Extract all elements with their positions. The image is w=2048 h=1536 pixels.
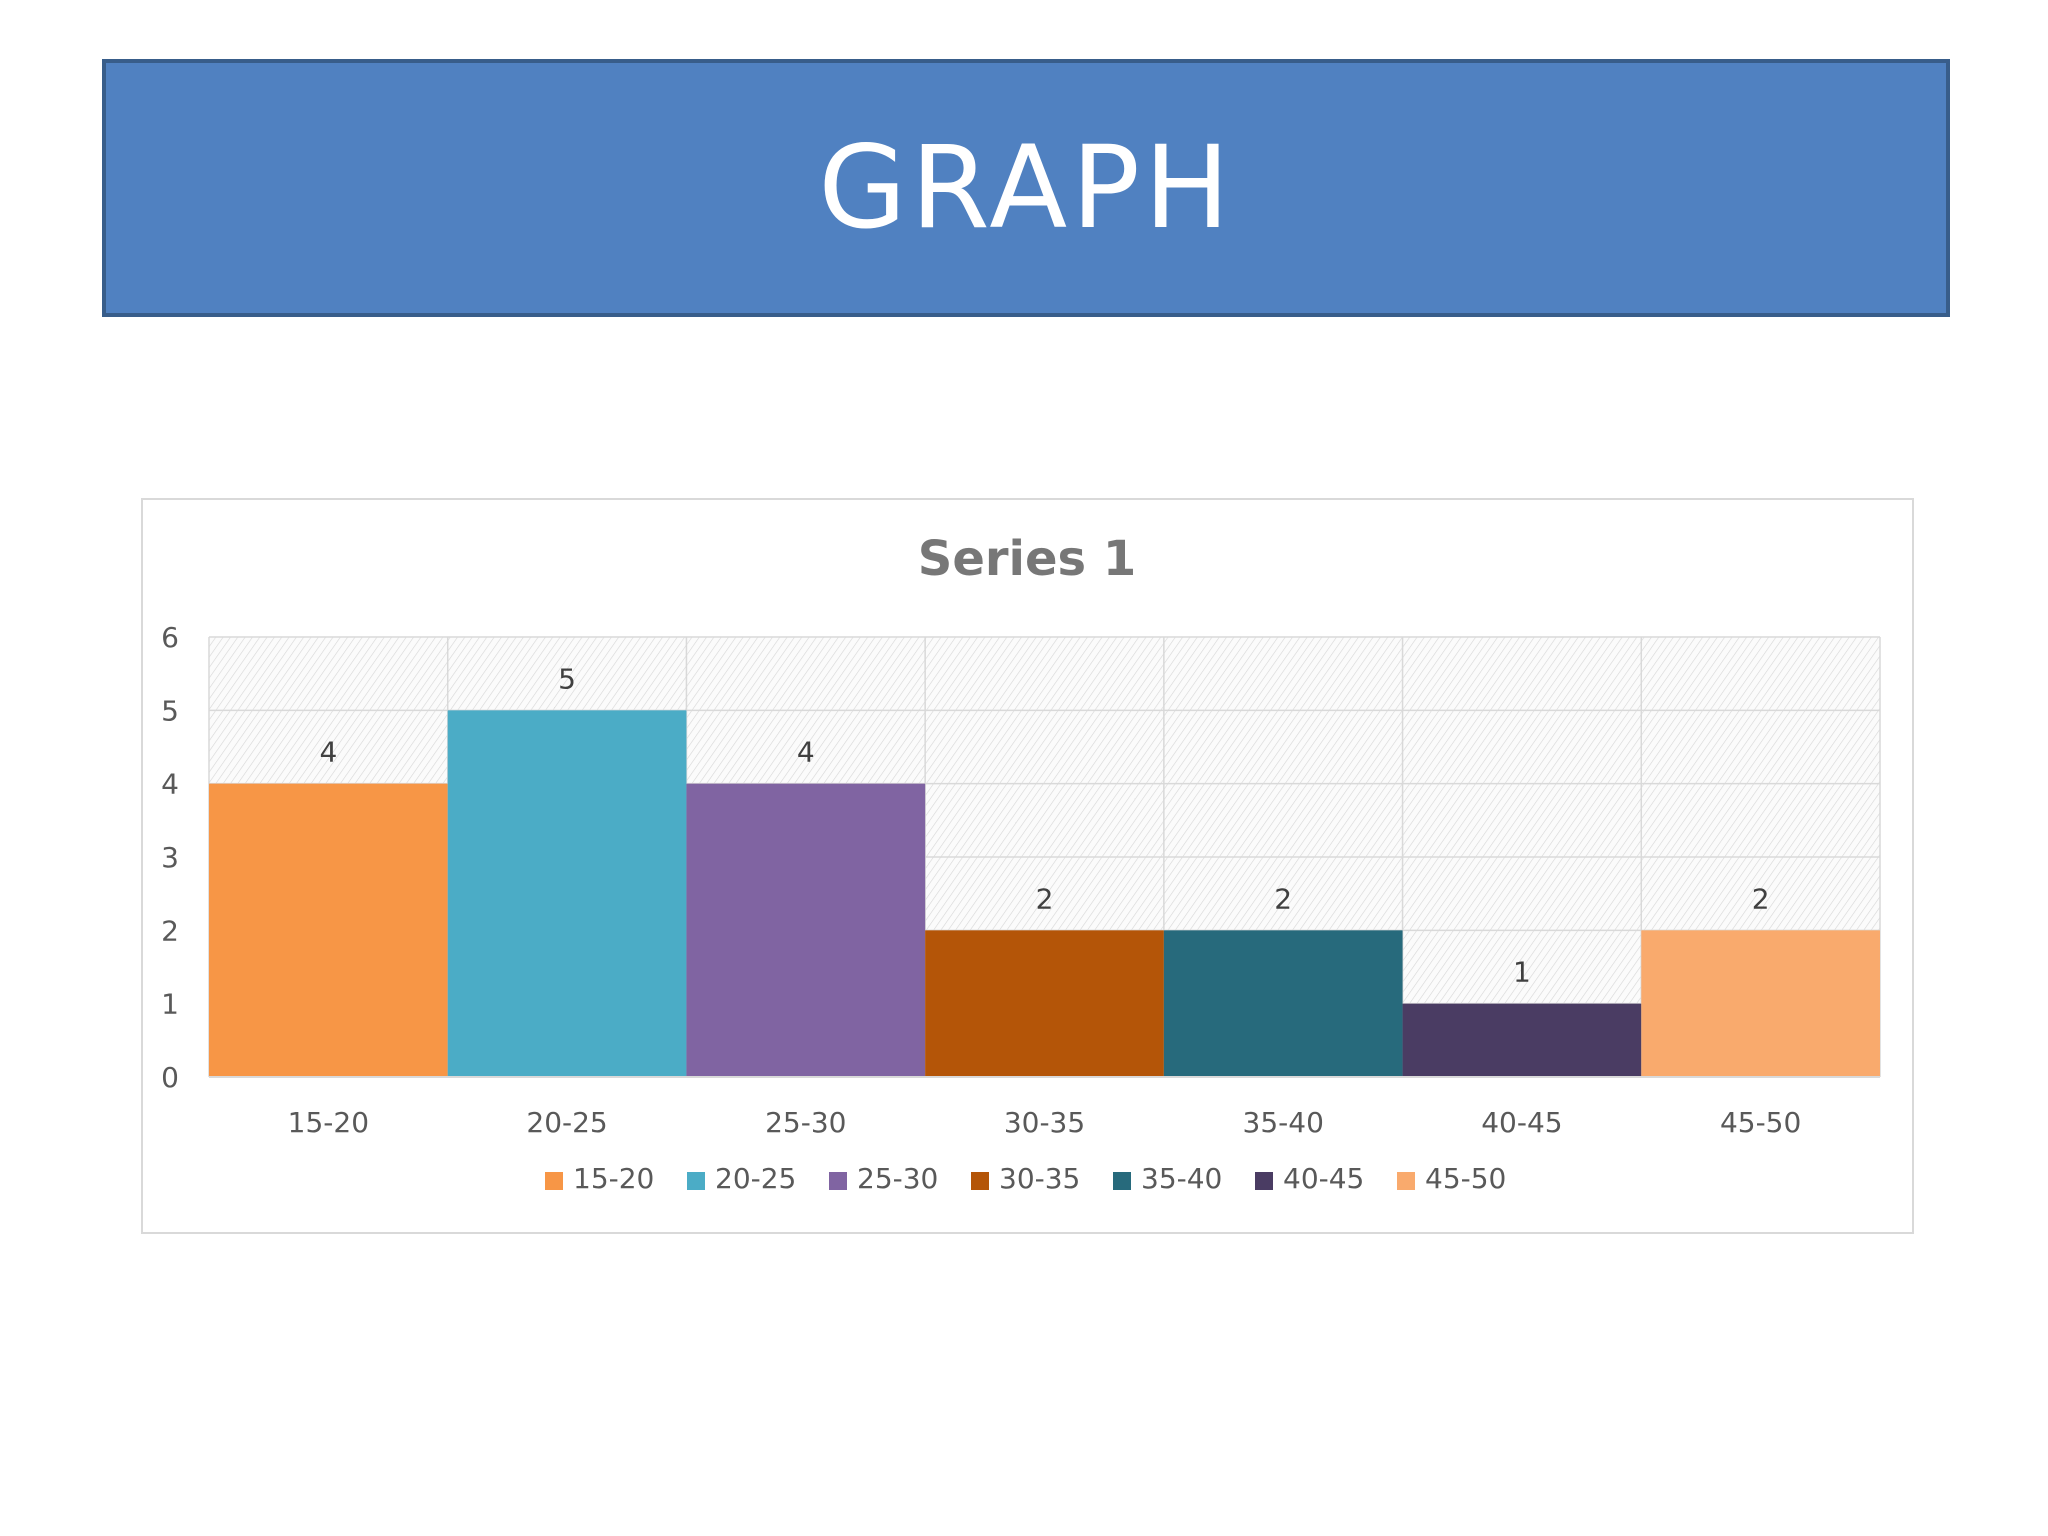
x-tick-label-20-25: 20-25 [526,1106,607,1139]
legend-label-15-20: 15-20 [573,1162,654,1195]
y-tick-label: 5 [161,694,179,727]
legend-label-20-25: 20-25 [715,1162,796,1195]
data-label-30-35: 2 [1036,882,1054,915]
data-label-45-50: 2 [1752,882,1770,915]
y-tick-label: 1 [161,988,179,1021]
legend-label-25-30: 25-30 [857,1162,938,1195]
legend-swatch-15-20 [545,1172,563,1190]
data-label-40-45: 1 [1513,956,1531,989]
x-tick-label-40-45: 40-45 [1481,1106,1562,1139]
bar-15-20 [209,783,448,1077]
data-label-25-30: 4 [797,736,815,769]
slide-title: GRAPH [818,121,1234,254]
x-tick-label-15-20: 15-20 [288,1106,369,1139]
data-label-20-25: 5 [558,662,576,695]
bar-20-25 [447,710,687,1077]
legend-label-40-45: 40-45 [1283,1162,1364,1195]
bar-chart: Series 1 0 1 2 3 4 5 6 4 15-20 5 20-25 4 25-30 2 30-35… [161,531,1881,1195]
legend-swatch-35-40 [1113,1172,1131,1190]
legend-swatch-40-45 [1255,1172,1273,1190]
legend-label-35-40: 35-40 [1141,1162,1222,1195]
y-tick-label: 2 [161,914,179,947]
legend-swatch-45-50 [1397,1172,1415,1190]
legend-label-45-50: 45-50 [1425,1162,1506,1195]
legend-label-30-35: 30-35 [999,1162,1080,1195]
data-label-35-40: 2 [1274,882,1292,915]
legend: 15-20 20-25 25-30 30-35 35-40 40-45 45-50 [545,1162,1506,1195]
chart-frame: Series 1 0 1 2 3 4 5 6 4 15-20 5 20-25 4 25-30 2 30-35… [141,498,1914,1234]
plot-area: 0 1 2 3 4 5 6 4 15-20 5 20-25 4 25-30 2 30-35 2 35-40 1 40… [161,621,1881,1195]
y-tick-label: 4 [161,768,179,801]
y-tick-label: 6 [161,621,179,654]
legend-swatch-25-30 [829,1172,847,1190]
legend-swatch-20-25 [687,1172,705,1190]
chart-title: Series 1 [918,531,1136,587]
x-tick-label-30-35: 30-35 [1004,1106,1085,1139]
bar-45-50 [1641,930,1880,1077]
bar-40-45 [1402,1003,1642,1077]
y-tick-label: 3 [161,841,179,874]
x-tick-label-45-50: 45-50 [1720,1106,1801,1139]
title-banner: GRAPH [102,59,1950,317]
x-tick-label-25-30: 25-30 [765,1106,846,1139]
x-tick-label-35-40: 35-40 [1243,1106,1324,1139]
legend-swatch-30-35 [971,1172,989,1190]
y-tick-label: 0 [161,1061,179,1094]
bar-35-40 [1163,930,1403,1077]
data-label-15-20: 4 [319,736,337,769]
bar-30-35 [925,930,1164,1077]
bar-25-30 [686,783,926,1077]
